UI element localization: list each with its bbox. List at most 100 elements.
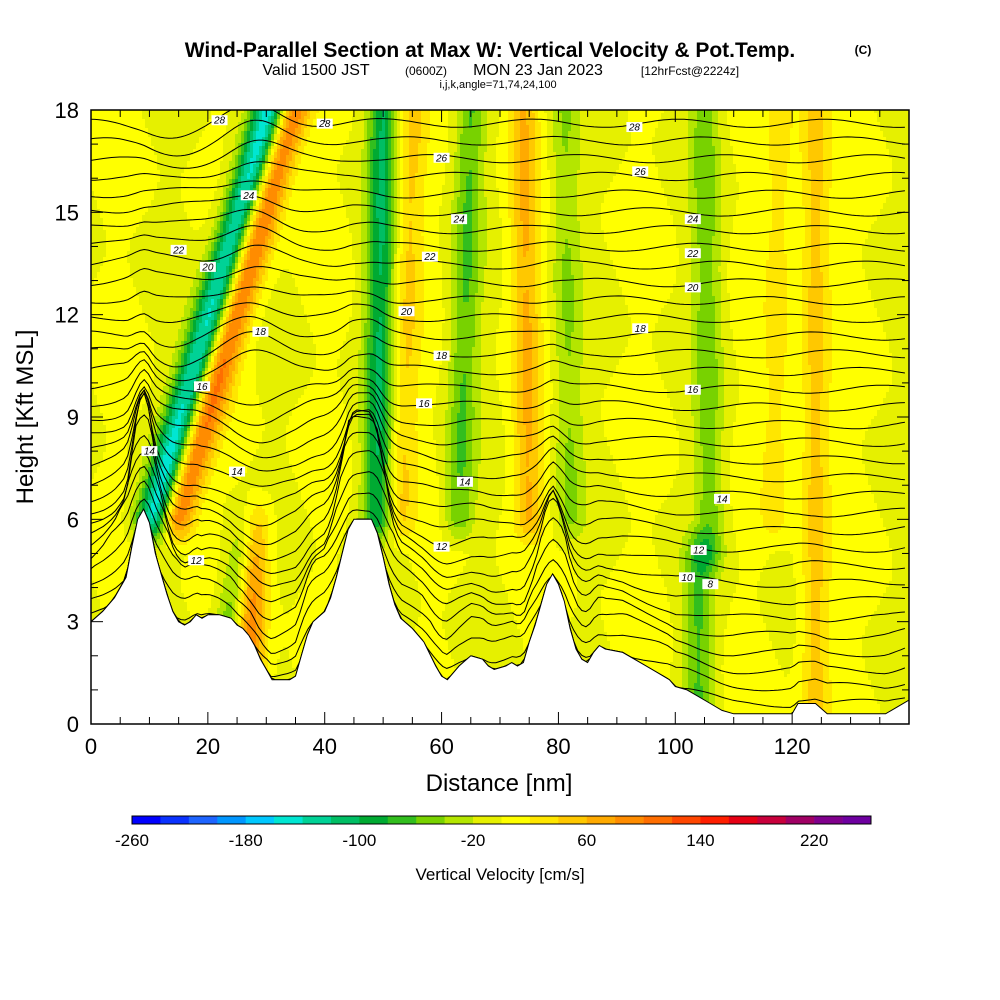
w-cell	[583, 131, 587, 135]
w-cell	[604, 140, 608, 144]
w-cell	[859, 146, 863, 150]
w-cell	[394, 161, 398, 165]
w-cell	[193, 125, 197, 129]
w-cell	[475, 110, 479, 114]
w-cell	[592, 161, 596, 165]
w-cell	[430, 122, 434, 126]
w-cell	[517, 128, 521, 132]
w-cell	[202, 146, 206, 150]
section-indices: i,j,k,angle=71,74,24,100	[439, 79, 556, 91]
w-cell	[697, 143, 701, 147]
w-cell	[172, 152, 176, 156]
w-cell	[571, 113, 575, 117]
w-cell	[700, 110, 704, 114]
w-cell	[547, 152, 551, 156]
w-cell	[211, 131, 215, 135]
w-cell	[397, 161, 401, 165]
w-cell	[271, 164, 275, 168]
w-cell	[670, 140, 674, 144]
w-cell	[529, 161, 533, 165]
w-cell	[793, 143, 797, 147]
w-cell	[754, 113, 758, 117]
w-cell	[829, 122, 833, 126]
w-cell	[190, 119, 194, 123]
w-cell	[244, 155, 248, 159]
w-cell	[262, 116, 266, 120]
w-cell	[256, 116, 260, 120]
w-cell	[100, 146, 104, 150]
w-cell	[337, 128, 341, 132]
w-cell	[409, 137, 413, 141]
w-cell	[214, 110, 218, 114]
w-cell	[181, 137, 185, 141]
w-cell	[619, 152, 623, 156]
w-cell	[847, 122, 851, 126]
w-cell	[502, 149, 506, 153]
w-cell	[814, 140, 818, 144]
w-cell	[391, 125, 395, 129]
w-cell	[889, 134, 893, 138]
w-cell	[340, 140, 344, 144]
w-cell	[91, 125, 95, 129]
w-cell	[193, 158, 197, 162]
w-cell	[694, 146, 698, 150]
w-cell	[208, 152, 212, 156]
w-cell	[874, 155, 878, 159]
w-cell	[541, 140, 545, 144]
w-cell	[370, 155, 374, 159]
w-cell	[880, 161, 884, 165]
w-cell	[739, 134, 743, 138]
w-cell	[118, 113, 122, 117]
w-cell	[343, 113, 347, 117]
w-cell	[436, 116, 440, 120]
w-cell	[244, 143, 248, 147]
w-cell	[187, 128, 191, 132]
w-cell	[304, 110, 308, 114]
w-cell	[271, 152, 275, 156]
w-cell	[319, 161, 323, 165]
w-cell	[103, 143, 107, 147]
w-cell	[664, 134, 668, 138]
w-cell	[211, 134, 215, 138]
w-cell	[448, 137, 452, 141]
w-cell	[601, 140, 605, 144]
w-cell	[622, 149, 626, 153]
w-cell	[430, 143, 434, 147]
w-cell	[559, 125, 563, 129]
w-cell	[304, 134, 308, 138]
w-cell	[784, 134, 788, 138]
w-cell	[388, 128, 392, 132]
w-cell	[565, 155, 569, 159]
w-cell	[184, 131, 188, 135]
w-cell	[697, 131, 701, 135]
w-cell	[745, 128, 749, 132]
w-cell	[586, 134, 590, 138]
w-cell	[187, 149, 191, 153]
w-cell	[583, 143, 587, 147]
w-cell	[895, 134, 899, 138]
w-cell	[613, 122, 617, 126]
w-cell	[781, 149, 785, 153]
w-cell	[145, 161, 149, 165]
w-cell	[688, 143, 692, 147]
w-cell	[253, 119, 257, 123]
w-cell	[820, 122, 824, 126]
w-cell	[742, 113, 746, 117]
w-cell	[235, 134, 239, 138]
w-cell	[733, 128, 737, 132]
w-cell	[718, 140, 722, 144]
w-cell	[292, 143, 296, 147]
w-cell	[529, 146, 533, 150]
w-cell	[865, 113, 869, 117]
w-cell	[358, 137, 362, 141]
w-cell	[481, 161, 485, 165]
w-cell	[301, 158, 305, 162]
w-cell	[709, 155, 713, 159]
w-cell	[643, 149, 647, 153]
w-cell	[628, 149, 632, 153]
w-cell	[364, 137, 368, 141]
w-cell	[547, 116, 551, 120]
w-cell	[661, 110, 665, 114]
w-cell	[598, 119, 602, 123]
w-cell	[391, 134, 395, 138]
